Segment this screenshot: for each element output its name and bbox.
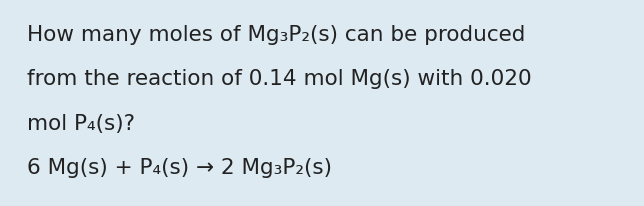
Text: mol P₄(s)?: mol P₄(s)? — [27, 113, 135, 133]
Text: 6 Mg(s) + P₄(s) → 2 Mg₃P₂(s): 6 Mg(s) + P₄(s) → 2 Mg₃P₂(s) — [27, 158, 332, 178]
Text: from the reaction of 0.14 mol Mg(s) with 0.020: from the reaction of 0.14 mol Mg(s) with… — [27, 69, 532, 89]
Text: How many moles of Mg₃P₂(s) can be produced: How many moles of Mg₃P₂(s) can be produc… — [27, 25, 526, 45]
